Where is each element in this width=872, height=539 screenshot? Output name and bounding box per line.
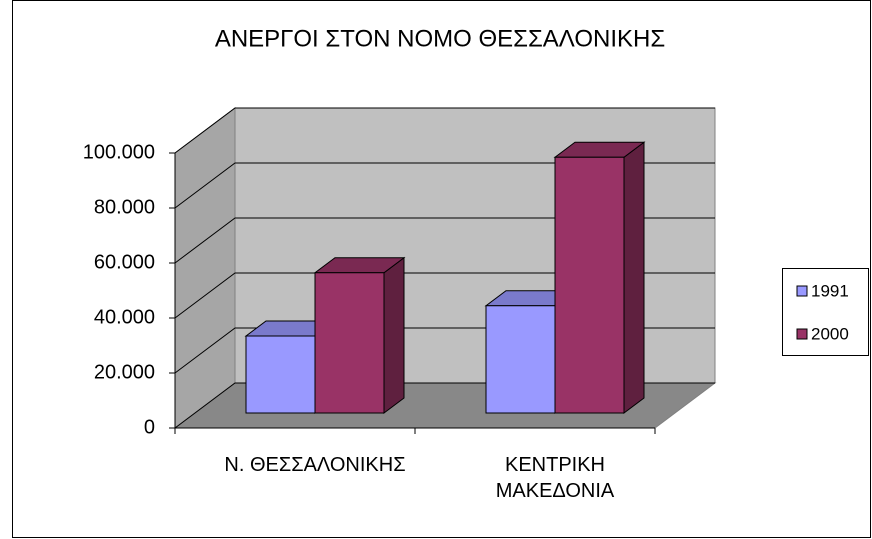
bar-front xyxy=(485,305,556,414)
bar xyxy=(313,256,406,414)
side-wall xyxy=(174,107,236,429)
y-tick-label: 60.000 xyxy=(94,251,155,273)
chart-title: ΑΝΕΡΓΟΙ ΣΤΟΝ ΝΟΜΟ ΘΕΣΣΑΛΟΝΙΚΗΣ xyxy=(215,25,665,52)
y-tick-label: 20.000 xyxy=(94,361,155,383)
y-tick-label: 100.000 xyxy=(83,141,155,163)
bar-side xyxy=(623,141,645,414)
bar-side xyxy=(383,256,405,414)
grid-line xyxy=(174,107,715,154)
x-tick-label: Ν. ΘΕΣΣΑΛΟΝΙΚΗΣ xyxy=(224,454,406,476)
legend-label: 2000 xyxy=(811,324,849,343)
y-tick-label: 0 xyxy=(144,416,155,438)
legend-swatch xyxy=(796,328,808,340)
bar-front xyxy=(245,335,316,414)
legend-box xyxy=(782,268,869,356)
bar xyxy=(553,141,646,414)
bar-front xyxy=(554,156,625,414)
y-tick-label: 80.000 xyxy=(94,196,155,218)
legend-swatch xyxy=(796,285,808,297)
bar-front xyxy=(314,272,385,414)
y-tick-label: 40.000 xyxy=(94,306,155,328)
legend-label: 1991 xyxy=(811,281,849,300)
x-tick-label: ΚΕΝΤΡΙΚΗ ΜΑΚΕΔΟΝΙΑ xyxy=(495,454,615,502)
